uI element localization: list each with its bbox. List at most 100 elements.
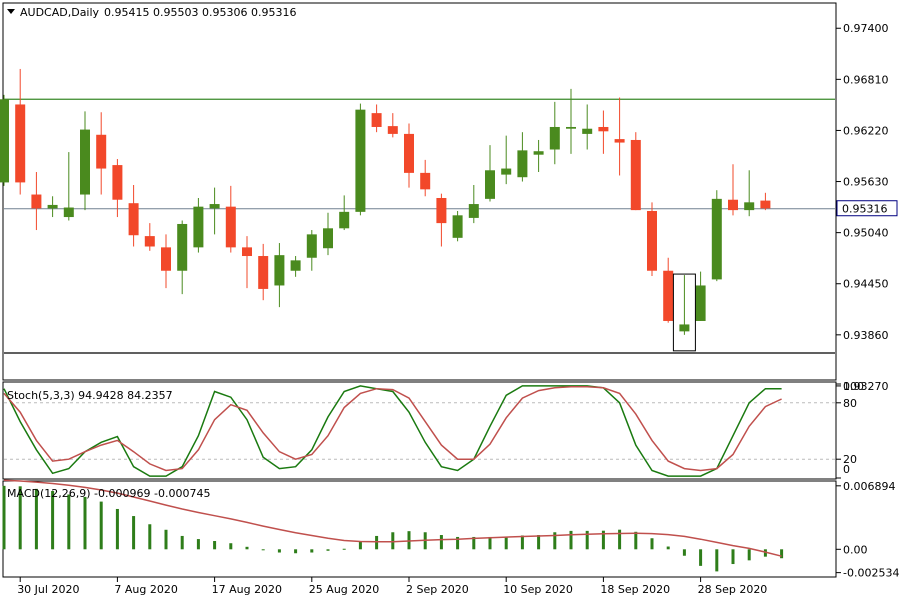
- candle-body: [177, 223, 188, 271]
- ohlc-values: 0.95415 0.95503 0.95306 0.95316: [104, 6, 296, 19]
- symbol-label: AUDCAD,Daily: [20, 6, 100, 19]
- candle-body: [614, 139, 625, 143]
- date-tick-label: 28 Sep 2020: [698, 583, 768, 596]
- macd-histogram-bar: [34, 488, 38, 550]
- date-tick-label: 2 Sep 2020: [406, 583, 469, 596]
- macd-histogram-bar: [391, 532, 395, 550]
- macd-histogram-bar: [261, 549, 265, 551]
- dropdown-triangle-icon[interactable]: [7, 9, 15, 14]
- candle-body: [582, 128, 593, 134]
- candle-body: [452, 215, 463, 238]
- date-tick-label: 7 Aug 2020: [114, 583, 177, 596]
- candle-body: [744, 202, 755, 211]
- macd-histogram-bar: [504, 536, 508, 550]
- macd-histogram-bar: [132, 516, 136, 550]
- macd-histogram-bar: [634, 531, 638, 550]
- candle-body: [695, 285, 706, 321]
- price-tick-label: 0.96810: [843, 73, 889, 86]
- macd-histogram-bar: [731, 549, 735, 565]
- price-tick-label: 0.93860: [843, 329, 889, 342]
- candle-body: [47, 204, 58, 209]
- candle-body: [679, 324, 690, 332]
- candle-body: [0, 99, 9, 183]
- candle-body: [225, 206, 236, 248]
- macd-histogram-bar: [180, 535, 184, 550]
- candle-body: [96, 134, 107, 169]
- candle-body: [387, 126, 398, 134]
- stochastic-tick-label: 0: [843, 463, 850, 476]
- candle-body: [63, 207, 74, 218]
- macd-histogram-bar: [67, 494, 71, 550]
- macd-histogram-bar: [682, 549, 686, 556]
- macd-histogram-bar: [294, 549, 298, 554]
- svg-text:0.95316: 0.95316: [842, 203, 888, 216]
- candle-body: [144, 236, 155, 247]
- macd-histogram-bar: [763, 549, 767, 557]
- candle-body: [647, 210, 657, 271]
- price-tick-label: 0.97400: [843, 22, 889, 35]
- price-tick-label: 0.96220: [843, 124, 889, 137]
- macd-histogram-bar: [439, 535, 443, 550]
- candle-body: [355, 109, 366, 212]
- macd-histogram-bar: [310, 549, 314, 553]
- macd-histogram-bar: [456, 536, 460, 550]
- macd-histogram-bar: [780, 549, 784, 559]
- candle-body: [501, 168, 512, 175]
- price-panel-frame: [2, 2, 837, 381]
- candle-body: [306, 234, 317, 258]
- candle-body: [404, 133, 414, 173]
- macd-tick-label: 0.00: [843, 543, 868, 556]
- macd-histogram-bar: [618, 529, 622, 550]
- macd-histogram-bar: [407, 531, 411, 550]
- stochastic-main-line: [3, 385, 782, 477]
- macd-histogram-bar: [537, 535, 541, 550]
- macd-histogram-bar: [342, 548, 346, 550]
- candle-body: [209, 204, 220, 209]
- macd-histogram-bar: [585, 530, 589, 550]
- macd-histogram-bar: [196, 539, 200, 550]
- macd-histogram-bar: [2, 485, 6, 550]
- highlight-box: [672, 273, 696, 352]
- price-tick-label: 0.94450: [843, 278, 889, 291]
- candle-body: [485, 170, 495, 199]
- macd-histogram-bar: [601, 530, 605, 550]
- macd-histogram-bar: [326, 549, 330, 551]
- macd-tick-label: 0.006894: [843, 480, 896, 493]
- candle-body: [420, 172, 431, 190]
- macd-histogram-bar: [375, 535, 379, 550]
- date-tick-label: 30 Jul 2020: [17, 583, 79, 596]
- candle-body: [193, 206, 204, 248]
- macd-panel[interactable]: [2, 479, 784, 572]
- candle-body: [760, 200, 771, 209]
- candle-body: [533, 151, 544, 155]
- macd-histogram-bar: [358, 541, 362, 550]
- candle-body: [80, 129, 90, 195]
- candle-body: [728, 199, 738, 211]
- stochastic-label: Stoch(5,3,3) 94.9428 84.2357: [7, 389, 173, 402]
- macd-histogram-bar: [18, 486, 22, 550]
- date-tick-label: 25 Aug 2020: [309, 583, 379, 596]
- stochastic-panel[interactable]: [3, 385, 835, 477]
- candle-body: [128, 203, 139, 236]
- macd-label: MACD(12,26,9) -0.000969 -0.000745: [7, 487, 210, 500]
- macd-histogram-bar: [83, 496, 87, 550]
- stochastic-tick-label: 100: [843, 380, 864, 393]
- macd-histogram-bar: [245, 546, 249, 550]
- price-panel[interactable]: [0, 68, 835, 354]
- current-price-tag: 0.95316: [836, 200, 898, 217]
- candle-body: [15, 104, 26, 183]
- macd-histogram-bar: [650, 538, 654, 550]
- candle-body: [598, 126, 609, 132]
- axes: 0.97400 0.96810 0.96220 0.95630 0.95040 0.944…: [17, 22, 899, 596]
- candle-body: [161, 247, 171, 271]
- candle-body: [371, 113, 382, 127]
- candle-body: [242, 247, 252, 257]
- candle-body: [290, 260, 301, 271]
- candle-body: [549, 126, 560, 150]
- candle-body: [566, 126, 576, 129]
- macd-histogram-bar: [553, 532, 557, 550]
- candle-body: [436, 197, 447, 224]
- macd-histogram-bar: [115, 508, 119, 550]
- macd-histogram-bar: [229, 543, 233, 550]
